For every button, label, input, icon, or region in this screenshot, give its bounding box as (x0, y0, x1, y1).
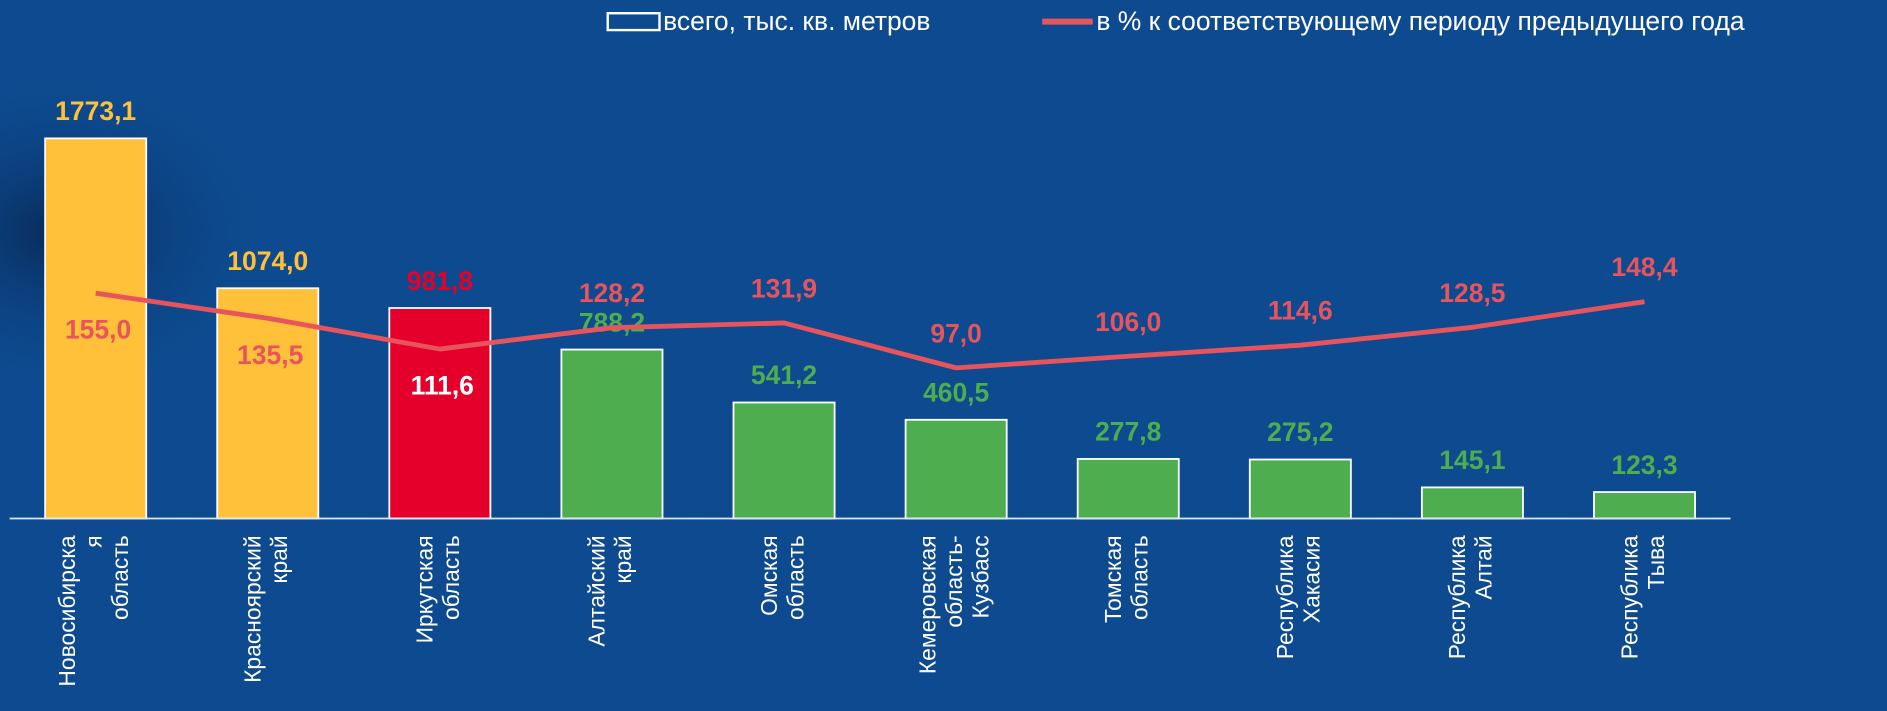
legend-label: в % к соответствующему периоду предыдуще… (1096, 6, 1745, 36)
bar (1593, 491, 1696, 520)
bar-value-label: 460,5 (923, 378, 989, 408)
legend: всего, тыс. кв. метров в % к соответству… (606, 6, 1745, 36)
legend-label: всего, тыс. кв. метров (663, 6, 930, 36)
bar-value-label: 541,2 (751, 360, 817, 390)
x-tick-label: Хакасия (1299, 535, 1325, 623)
x-tick-label: край (610, 535, 636, 583)
x-tick-label: край (266, 535, 292, 583)
x-tick-label: Омская (756, 535, 782, 616)
bar-value-label: 1074,0 (227, 246, 308, 276)
line-value-label: 128,2 (579, 278, 645, 308)
x-tick-label: область (107, 535, 133, 620)
bar (560, 348, 664, 520)
x-tick-label: Тыва (1643, 535, 1669, 589)
x-tick-label: область- (941, 535, 967, 627)
line-value-label: 155,0 (65, 315, 131, 345)
x-tick-label: Алтай (1471, 535, 1497, 599)
line-series (95, 290, 1645, 371)
bar (1076, 458, 1180, 520)
line-value-label: 148,4 (1611, 252, 1678, 282)
bar (1248, 458, 1352, 520)
x-tick-label: Томская (1100, 535, 1126, 623)
x-tick-label: область (782, 535, 808, 620)
line-value-label: 106,0 (1095, 307, 1161, 337)
x-tick-label: Республика (1616, 535, 1642, 659)
line-value-label: 97,0 (930, 318, 982, 348)
line-value-label: 131,9 (751, 273, 817, 303)
bar (1420, 486, 1524, 520)
line-value-label: 128,5 (1439, 278, 1505, 308)
line-value-label: 135,5 (237, 340, 303, 370)
bar (904, 418, 1008, 520)
bar-value-label: 275,2 (1267, 417, 1333, 447)
bar-value-label: 277,8 (1095, 417, 1161, 447)
x-tick-label: Красноярский (240, 535, 266, 683)
x-tick-label: область (438, 535, 464, 620)
x-tick-label: Кемеровская (915, 535, 941, 674)
legend-swatch-bar (606, 12, 661, 32)
x-tick-label: Иркутская (412, 535, 438, 643)
x-tick-label: Республика (1444, 535, 1470, 659)
line-value-label: 114,6 (1268, 296, 1333, 326)
line-value-label: 111,6 (411, 371, 474, 401)
bar (388, 307, 492, 520)
x-tick-label: область (1126, 535, 1152, 620)
x-tick-label: Новосибирска (54, 535, 80, 687)
x-tick-label: Республика (1272, 535, 1298, 659)
bar-value-label: 145,1 (1439, 445, 1505, 475)
x-tick-label: Кузбасс (968, 535, 994, 618)
x-tick-label: Алтайский (584, 535, 610, 646)
x-tick-label: я (81, 535, 107, 547)
bar-value-label: 1773,1 (55, 96, 136, 126)
bar-value-label: 123,3 (1611, 450, 1677, 480)
bar-value-label: 981,8 (407, 266, 473, 296)
bar (732, 401, 836, 520)
